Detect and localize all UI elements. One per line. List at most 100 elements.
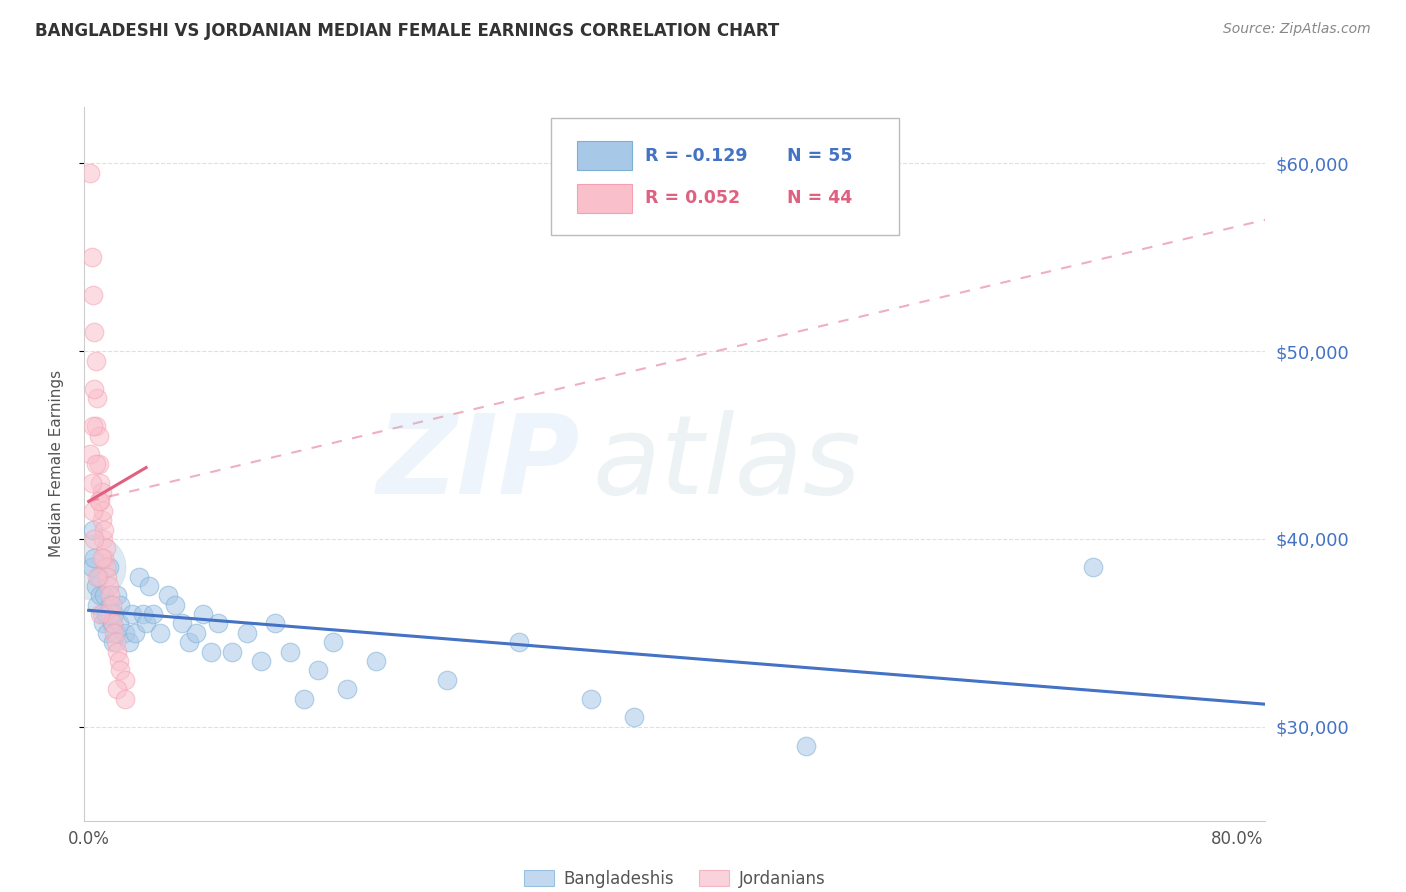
Point — [101, 616, 124, 631]
Point — [623, 710, 645, 724]
Point — [79, 166, 101, 180]
Point — [90, 513, 112, 527]
Point — [114, 625, 136, 640]
Point — [91, 532, 114, 546]
Point — [193, 607, 215, 621]
Point — [80, 250, 103, 264]
Point — [128, 569, 150, 583]
Point — [322, 635, 344, 649]
Point — [90, 607, 112, 621]
Point — [96, 569, 118, 583]
Point — [278, 645, 301, 659]
Point — [90, 485, 112, 500]
Point — [93, 588, 115, 602]
FancyBboxPatch shape — [576, 184, 633, 212]
Point — [105, 588, 128, 602]
Point — [93, 550, 115, 565]
Text: ZIP: ZIP — [377, 410, 581, 517]
Point — [87, 569, 110, 583]
Point — [97, 560, 120, 574]
Point — [80, 475, 103, 490]
Point — [114, 691, 136, 706]
Point — [179, 635, 201, 649]
Point — [87, 494, 110, 508]
Point — [336, 682, 359, 697]
Point — [170, 616, 193, 631]
Point — [121, 607, 143, 621]
Point — [82, 504, 104, 518]
Point — [104, 625, 127, 640]
Text: N = 55: N = 55 — [787, 146, 852, 164]
Point — [89, 588, 111, 602]
Point — [156, 588, 179, 602]
Point — [87, 428, 110, 442]
Point — [124, 625, 146, 640]
Point — [91, 616, 114, 631]
Point — [436, 673, 458, 687]
Point — [186, 625, 208, 640]
Point — [138, 579, 160, 593]
Point — [86, 569, 108, 583]
FancyBboxPatch shape — [551, 118, 900, 235]
Point — [87, 457, 110, 471]
Point — [307, 664, 329, 678]
Point — [83, 532, 105, 546]
Point — [94, 560, 117, 574]
Point — [79, 447, 101, 461]
Point — [508, 635, 530, 649]
Point — [84, 419, 107, 434]
Point — [200, 645, 222, 659]
Point — [163, 598, 186, 612]
Point — [221, 645, 243, 659]
Point — [98, 598, 121, 612]
Point — [98, 607, 121, 621]
Point — [96, 625, 118, 640]
Point — [135, 616, 157, 631]
Point — [149, 625, 172, 640]
Point — [107, 616, 129, 631]
Point — [90, 550, 112, 565]
Point — [235, 625, 257, 640]
Point — [107, 654, 129, 668]
Point — [98, 588, 121, 602]
Y-axis label: Median Female Earnings: Median Female Earnings — [49, 370, 63, 558]
Point — [105, 645, 128, 659]
Text: Source: ZipAtlas.com: Source: ZipAtlas.com — [1223, 22, 1371, 37]
Point — [264, 616, 287, 631]
Point — [82, 288, 104, 302]
Point — [103, 625, 125, 640]
Point — [83, 382, 105, 396]
Point — [84, 353, 107, 368]
Point — [114, 673, 136, 687]
Point — [101, 635, 124, 649]
Point — [105, 682, 128, 697]
Point — [86, 391, 108, 405]
Point — [89, 475, 111, 490]
Point — [82, 560, 104, 574]
Point — [80, 560, 103, 574]
FancyBboxPatch shape — [576, 141, 633, 169]
Text: R = -0.129: R = -0.129 — [645, 146, 748, 164]
Point — [89, 494, 111, 508]
Point — [104, 635, 127, 649]
Point — [207, 616, 229, 631]
Point — [118, 635, 141, 649]
Point — [1083, 560, 1105, 574]
Point — [250, 654, 273, 668]
Point — [142, 607, 165, 621]
Point — [82, 419, 104, 434]
Point — [93, 523, 115, 537]
Point — [100, 616, 122, 631]
Text: R = 0.052: R = 0.052 — [645, 189, 741, 207]
Point — [91, 504, 114, 518]
Point — [94, 541, 117, 556]
Legend: Bangladeshis, Jordanians: Bangladeshis, Jordanians — [517, 863, 832, 892]
Point — [579, 691, 602, 706]
Point — [110, 664, 132, 678]
Point — [94, 607, 117, 621]
Text: BANGLADESHI VS JORDANIAN MEDIAN FEMALE EARNINGS CORRELATION CHART: BANGLADESHI VS JORDANIAN MEDIAN FEMALE E… — [35, 22, 779, 40]
Point — [84, 457, 107, 471]
Point — [84, 579, 107, 593]
Point — [89, 607, 111, 621]
Point — [100, 598, 122, 612]
